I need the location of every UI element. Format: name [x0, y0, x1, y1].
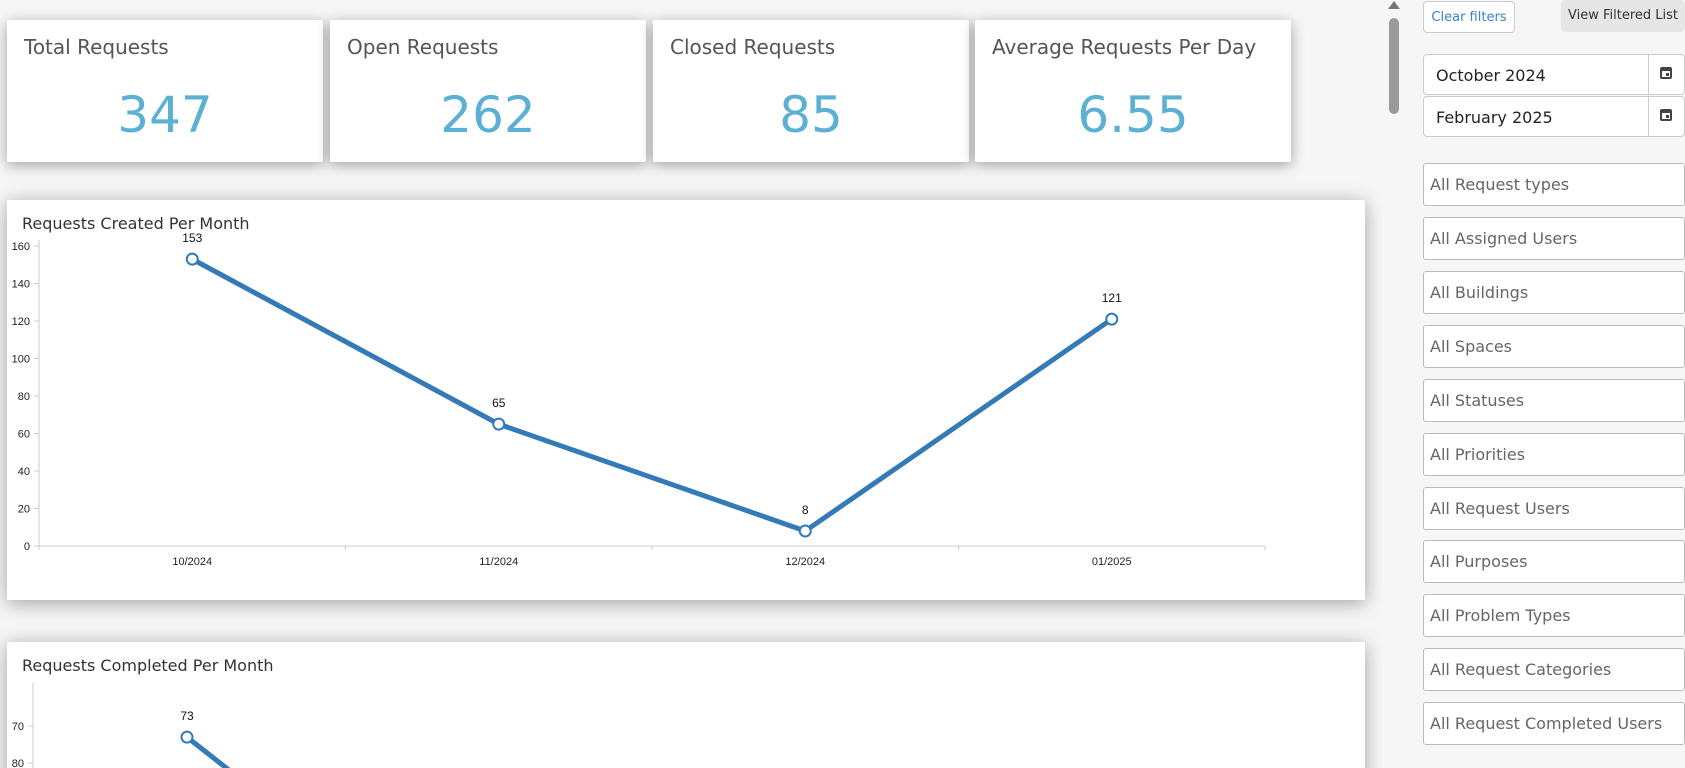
x-tick-label: 12/2024	[785, 556, 825, 568]
y-tick-label: 80	[12, 758, 24, 768]
chart-title: Requests Completed Per Month	[22, 656, 274, 675]
scroll-up-arrow-icon[interactable]	[1388, 1, 1400, 9]
date-to-picker-button[interactable]	[1648, 97, 1684, 136]
filter-request-categories[interactable]: All Request Categories	[1423, 648, 1685, 691]
requests-created-chart-svg: 0 20 40 60 80 100 120 140 160 10/2024 11/2024 12/20…	[12, 231, 1266, 568]
filter-sidebar: Clear filters View Filtered List October…	[1406, 0, 1685, 768]
x-tick-label: 01/2025	[1092, 556, 1132, 568]
y-tick-label: 40	[18, 466, 30, 478]
kpi-value: 262	[440, 86, 536, 144]
chart-requests-created: Requests Created Per Month 0 20 40 60 80 100 1…	[7, 200, 1365, 600]
scrollbar-thumb[interactable]	[1389, 18, 1399, 114]
data-label: 65	[492, 396, 506, 410]
data-label: 121	[1102, 291, 1122, 305]
kpi-total-requests: Total Requests 347	[7, 20, 323, 162]
data-point	[185, 252, 199, 266]
kpi-open-requests: Open Requests 262	[330, 20, 646, 162]
data-point	[798, 524, 812, 538]
kpi-label: Total Requests	[24, 35, 169, 59]
dashboard-main: Total Requests 347 Open Requests 262 Clo…	[7, 20, 1365, 768]
y-tick-label: 100	[12, 354, 30, 366]
filter-problem-types[interactable]: All Problem Types	[1423, 594, 1685, 637]
y-tick-label: 80	[18, 391, 30, 403]
series-line	[184, 734, 231, 768]
data-label: 73	[180, 709, 194, 723]
filter-assigned-users[interactable]: All Assigned Users	[1423, 217, 1685, 260]
kpi-label: Open Requests	[347, 35, 499, 59]
chart-requests-completed: Requests Completed Per Month 70 80 73	[7, 642, 1365, 768]
data-point	[1105, 312, 1119, 326]
kpi-label: Closed Requests	[670, 35, 836, 59]
data-point	[180, 730, 194, 744]
filter-request-users[interactable]: All Request Users	[1423, 487, 1685, 530]
chart-title: Requests Created Per Month	[22, 214, 250, 233]
date-to-field[interactable]: February 2025	[1423, 96, 1685, 137]
filter-buildings[interactable]: All Buildings	[1423, 271, 1685, 314]
filter-request-types[interactable]: All Request types	[1423, 163, 1685, 206]
date-from-picker-button[interactable]	[1648, 55, 1684, 94]
y-tick-label: 70	[12, 721, 24, 733]
kpi-value: 347	[117, 86, 213, 144]
y-tick-label: 140	[12, 279, 30, 291]
filter-spaces[interactable]: All Spaces	[1423, 325, 1685, 368]
kpi-closed-requests: Closed Requests 85	[653, 20, 969, 162]
filter-statuses[interactable]: All Statuses	[1423, 379, 1685, 422]
y-tick-label: 120	[12, 316, 30, 328]
y-tick-label: 20	[18, 504, 30, 516]
calendar-icon	[1660, 109, 1672, 121]
filter-request-completed-users[interactable]: All Request Completed Users	[1423, 702, 1685, 745]
kpi-value: 85	[779, 86, 843, 144]
view-filtered-list-button[interactable]: View Filtered List	[1561, 0, 1685, 32]
x-tick-label: 11/2024	[479, 556, 518, 568]
kpi-average-requests-per-day: Average Requests Per Day 6.55	[975, 20, 1291, 162]
date-from-field[interactable]: October 2024	[1423, 54, 1685, 95]
data-point	[492, 417, 506, 431]
data-label: 153	[182, 231, 202, 245]
filter-purposes[interactable]: All Purposes	[1423, 540, 1685, 583]
requests-completed-chart-svg: 70 80 73	[12, 683, 231, 768]
date-to-value[interactable]: February 2025	[1436, 108, 1553, 127]
kpi-label: Average Requests Per Day	[992, 35, 1257, 59]
y-tick-label: 60	[18, 429, 30, 441]
clear-filters-button[interactable]: Clear filters	[1423, 1, 1515, 33]
series-line	[191, 256, 1114, 534]
y-tick-label: 160	[12, 241, 30, 253]
date-from-value[interactable]: October 2024	[1436, 66, 1546, 85]
filter-priorities[interactable]: All Priorities	[1423, 433, 1685, 476]
x-tick-label: 10/2024	[172, 556, 212, 568]
kpi-value: 6.55	[1077, 86, 1189, 144]
calendar-icon	[1660, 67, 1672, 79]
vertical-scrollbar[interactable]	[1382, 0, 1406, 768]
data-label: 8	[802, 503, 809, 517]
y-tick-label: 0	[24, 541, 30, 553]
